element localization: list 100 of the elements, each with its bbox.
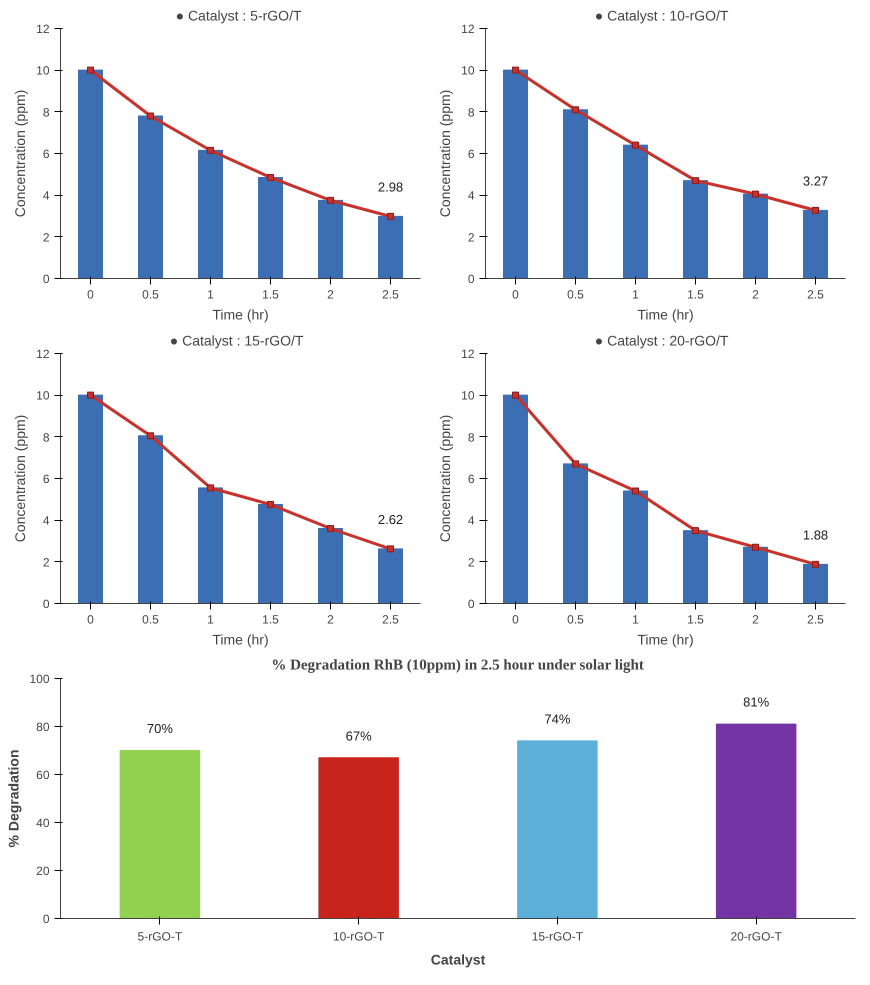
- bar: [318, 757, 399, 918]
- bar: [503, 394, 528, 604]
- y-tick-label: 60: [36, 768, 50, 782]
- y-tick-label: 10: [461, 388, 475, 403]
- bar: [623, 490, 648, 604]
- y-tick-label: 10: [461, 64, 475, 78]
- bar: [803, 210, 828, 278]
- bar: [803, 564, 828, 604]
- x-tick-label: 2.5: [382, 612, 400, 626]
- x-tick-label: 2: [752, 612, 760, 626]
- y-axis-title: Concentration (ppm): [12, 90, 28, 218]
- point: [572, 106, 579, 114]
- x-tick-label: 0: [87, 612, 94, 626]
- x-tick-label: 1.5: [687, 288, 704, 302]
- point: [207, 146, 214, 154]
- y-tick-label: 12: [36, 22, 50, 36]
- bar: [743, 546, 768, 604]
- point: [147, 432, 154, 440]
- bar: [378, 216, 403, 278]
- chart-title: ● Catalyst : 20-rGO/T: [594, 332, 729, 348]
- bar: [78, 394, 103, 604]
- x-tick-label: 2: [327, 288, 334, 302]
- x-tick-label: 1.5: [262, 612, 280, 626]
- x-tick-label: 0.5: [567, 612, 584, 626]
- data-label: 81%: [743, 694, 770, 710]
- bar: [198, 487, 223, 604]
- x-axis-title: Catalyst: [430, 952, 486, 968]
- x-tick-label: 1.5: [687, 612, 704, 626]
- point: [327, 525, 334, 532]
- y-tick-label: 6: [468, 472, 475, 486]
- y-tick-label: 8: [468, 105, 475, 120]
- bar: [517, 740, 598, 918]
- x-tick-label: 2.5: [807, 288, 824, 302]
- bar: [683, 530, 708, 604]
- bar: [120, 750, 200, 918]
- point: [572, 460, 579, 468]
- y-tick-label: 8: [42, 105, 50, 120]
- point: [207, 484, 214, 492]
- x-tick-label: 1: [632, 612, 640, 626]
- y-tick-label: 4: [468, 514, 475, 528]
- y-tick-label: 6: [42, 147, 50, 161]
- data-label: 70%: [146, 721, 174, 736]
- y-tick-label: 12: [36, 347, 50, 361]
- y-tick-label: 8: [468, 430, 475, 444]
- x-tick-label: 0.5: [142, 612, 160, 626]
- data-label: 2.98: [378, 179, 404, 194]
- point: [692, 177, 699, 184]
- bar: [716, 724, 796, 918]
- chart-title: ● Catalyst : 15-rGO/T: [170, 332, 304, 348]
- y-tick-label: 10: [36, 64, 50, 78]
- data-label: 2.62: [378, 512, 404, 527]
- point: [812, 206, 819, 214]
- y-axis-title: Concentration (ppm): [437, 414, 454, 542]
- y-tick-label: 20: [36, 864, 50, 878]
- point: [632, 488, 639, 494]
- point: [752, 190, 759, 198]
- y-tick-label: 0: [468, 272, 475, 286]
- x-axis-title: Time (hr): [212, 632, 269, 648]
- point: [87, 392, 94, 399]
- bar: [258, 504, 283, 604]
- point: [692, 527, 699, 534]
- y-tick-label: 2: [468, 555, 475, 570]
- bar: [138, 435, 163, 604]
- y-axis-title: Concentration (ppm): [12, 414, 28, 542]
- point: [812, 560, 819, 568]
- point: [87, 66, 94, 74]
- x-tick-label: 2: [327, 612, 334, 626]
- y-tick-label: 4: [468, 188, 475, 203]
- chart-title: % Degradation RhB (10ppm) in 2.5 hour under solar light: [271, 658, 644, 674]
- bar: [378, 548, 403, 604]
- point: [632, 142, 639, 149]
- y-tick-label: 4: [42, 514, 50, 528]
- point: [387, 212, 394, 220]
- bar: [78, 70, 103, 278]
- y-tick-label: 0: [42, 912, 50, 926]
- y-tick-label: 6: [42, 472, 50, 486]
- x-tick-label: 0.5: [142, 288, 160, 302]
- y-tick-label: 0: [42, 272, 50, 286]
- y-tick-label: 12: [461, 22, 475, 36]
- bar: [198, 150, 223, 278]
- x-tick-label: 0: [87, 288, 94, 302]
- data-label: 1.88: [802, 527, 828, 542]
- chart-title: ● Catalyst : 10-rGO/T: [594, 8, 729, 24]
- y-tick-label: 80: [36, 720, 50, 734]
- x-tick-label: 1: [632, 288, 640, 302]
- y-tick-label: 6: [468, 147, 475, 161]
- x-tick-label: 20-rGO-T: [730, 930, 782, 944]
- x-tick-label: 15-rGO-T: [532, 930, 584, 944]
- data-label: 67%: [346, 728, 372, 744]
- data-label: 3.27: [802, 173, 828, 188]
- bar: [258, 176, 283, 278]
- y-axis-title: % Degradation: [5, 749, 22, 848]
- point: [387, 545, 394, 552]
- data-label: 74%: [544, 712, 571, 726]
- y-tick-label: 12: [461, 347, 475, 361]
- bar: [563, 109, 588, 278]
- x-axis-title: Time (hr): [637, 306, 694, 322]
- point: [512, 392, 519, 399]
- bar: [503, 70, 528, 278]
- bar: [743, 194, 768, 278]
